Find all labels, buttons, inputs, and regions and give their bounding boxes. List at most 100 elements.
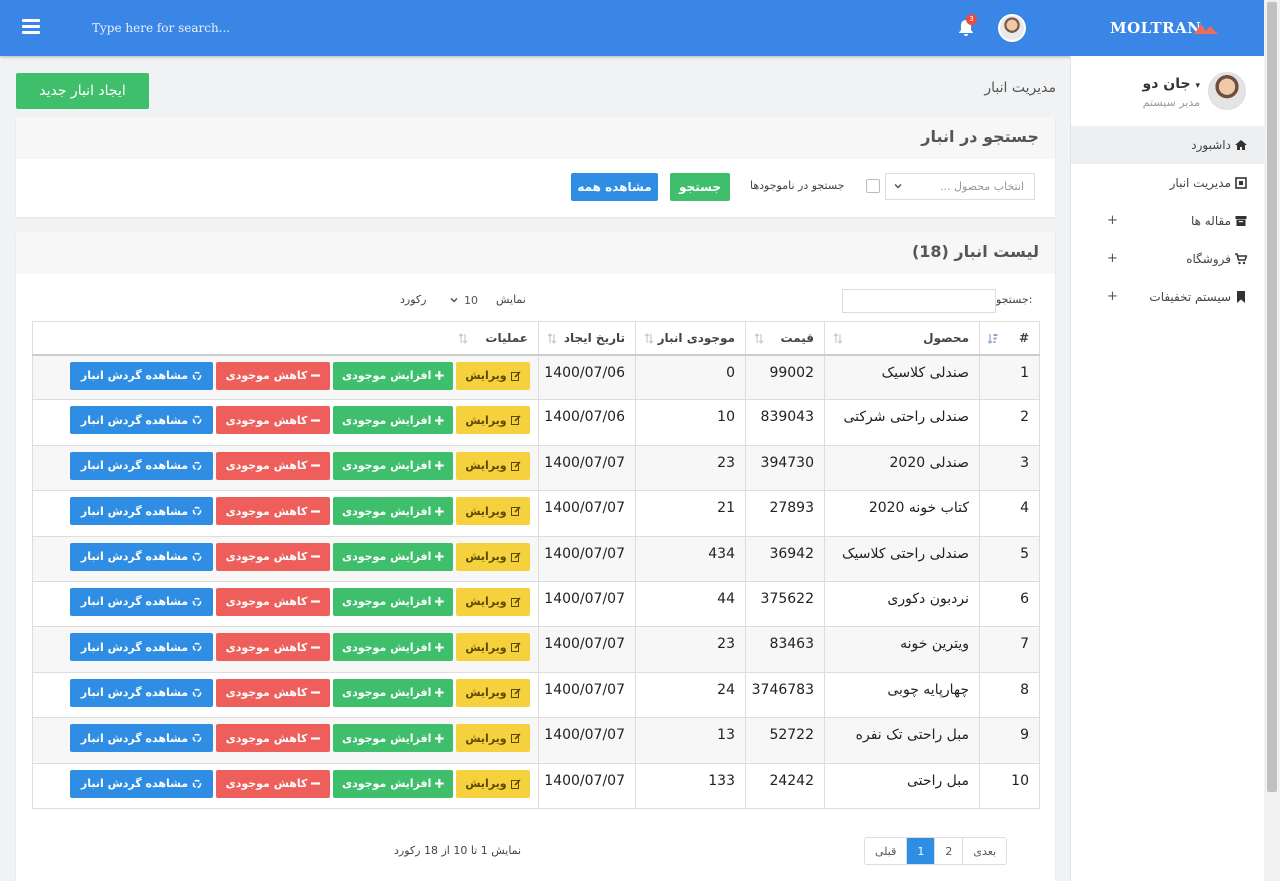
edit-button[interactable]: ویرایش	[456, 406, 530, 435]
cell-product: مبل راحتی	[824, 762, 980, 809]
table-row: 10 مبل راحتی 24242 133 1400/07/07 ویرایش افزای…	[32, 762, 1040, 809]
view-history-button[interactable]: مشاهده گردش انبار	[70, 678, 213, 707]
create-warehouse-button[interactable]: ایجاد انبار جدید	[16, 73, 149, 109]
edit-button[interactable]: ویرایش	[456, 724, 530, 753]
increase-stock-button[interactable]: افزایش موجودی	[333, 678, 453, 707]
pagination-prev[interactable]: قبلی	[865, 838, 908, 864]
edit-button[interactable]: ویرایش	[456, 497, 530, 526]
pagination-page-1[interactable]: 1	[907, 838, 936, 864]
user-avatar-top[interactable]	[998, 14, 1026, 42]
edit-button[interactable]: ویرایش	[456, 451, 530, 480]
view-history-button[interactable]: مشاهده گردش انبار	[70, 769, 213, 798]
edit-button[interactable]: ویرایش	[456, 678, 530, 707]
cell-date: 1400/07/07	[538, 490, 636, 537]
cell-product: صندلی کلاسیک	[824, 353, 980, 401]
expand-plus-icon[interactable]: +	[1107, 251, 1118, 266]
increase-stock-button[interactable]: افزایش موجودی	[333, 497, 453, 526]
increase-stock-button[interactable]: افزایش موجودی	[333, 724, 453, 753]
menu-toggle-icon[interactable]	[22, 19, 40, 35]
out-of-stock-checkbox[interactable]	[866, 179, 880, 193]
plus-icon	[435, 779, 444, 788]
increase-stock-button[interactable]: افزایش موجودی	[333, 542, 453, 571]
increase-stock-button[interactable]: افزایش موجودی	[333, 769, 453, 798]
sidebar-item-discounts[interactable]: سیستم تخفیفات +	[1071, 278, 1265, 316]
view-history-button[interactable]: مشاهده گردش انبار	[70, 361, 213, 390]
cell-date: 1400/07/07	[538, 535, 636, 582]
edit-button[interactable]: ویرایش	[456, 361, 530, 390]
table-row: 6 نردبون دکوری 375622 44 1400/07/07 ویرایش افز…	[32, 580, 1040, 628]
decrease-stock-button[interactable]: کاهش موجودی	[216, 587, 330, 616]
view-history-button[interactable]: مشاهده گردش انبار	[70, 724, 213, 753]
column-header-stock[interactable]: موجودی انبار	[635, 321, 746, 356]
pagination-next[interactable]: بعدی	[963, 838, 1007, 864]
product-select-placeholder: انتخاب محصول ...	[940, 180, 1024, 193]
expand-plus-icon[interactable]: +	[1107, 213, 1118, 228]
decrease-stock-button[interactable]: کاهش موجودی	[216, 542, 330, 571]
decrease-stock-button[interactable]: کاهش موجودی	[216, 724, 330, 753]
decrease-stock-button[interactable]: کاهش موجودی	[216, 361, 330, 390]
product-select[interactable]: انتخاب محصول ...	[885, 173, 1035, 200]
edit-button[interactable]: ویرایش	[456, 769, 530, 798]
sidebar-item-articles[interactable]: مقاله ها +	[1071, 202, 1265, 240]
scrollbar-thumb[interactable]	[1267, 2, 1277, 792]
edit-button[interactable]: ویرایش	[456, 633, 530, 662]
cell-operations: ویرایش افزایش موجودی کاهش موجودی مشاهده گرد…	[32, 490, 539, 537]
table-search-input[interactable]	[842, 289, 996, 313]
cell-product: صندلی راحتی شرکتی	[824, 399, 980, 446]
search-button[interactable]: جستجو	[670, 173, 730, 201]
table-row: 9 مبل راحتی تک نفره 52722 13 1400/07/07 ویرای…	[32, 717, 1040, 764]
search-panel-title: جستجو در انبار	[921, 127, 1039, 146]
column-header-operations[interactable]: عملیات	[32, 321, 539, 356]
decrease-stock-button[interactable]: کاهش موجودی	[216, 406, 330, 435]
cell-price: 3746783	[745, 671, 825, 719]
recycle-icon	[192, 779, 202, 788]
pagination-page-2[interactable]: 2	[935, 838, 964, 864]
sidebar-item-warehouse[interactable]: مدیریت انبار	[1071, 164, 1265, 202]
edit-icon	[510, 461, 521, 471]
expand-plus-icon[interactable]: +	[1107, 289, 1118, 304]
cell-product: مبل راحتی تک نفره	[824, 717, 980, 764]
view-history-button[interactable]: مشاهده گردش انبار	[70, 451, 213, 480]
view-history-button[interactable]: مشاهده گردش انبار	[70, 406, 213, 435]
column-header-price[interactable]: قیمت	[745, 321, 825, 356]
cell-stock: 434	[635, 535, 746, 582]
increase-stock-button[interactable]: افزایش موجودی	[333, 451, 453, 480]
view-history-button[interactable]: مشاهده گردش انبار	[70, 587, 213, 616]
cell-stock: 10	[635, 399, 746, 446]
decrease-stock-button[interactable]: کاهش موجودی	[216, 769, 330, 798]
increase-stock-button[interactable]: افزایش موجودی	[333, 406, 453, 435]
column-header-date[interactable]: تاریخ ایجاد	[538, 321, 636, 356]
archive-icon	[1235, 216, 1247, 226]
sidebar-item-label: مقاله ها	[1190, 214, 1231, 228]
page-length-select[interactable]: 10	[444, 288, 492, 312]
decrease-stock-button[interactable]: کاهش موجودی	[216, 678, 330, 707]
sidebar-user[interactable]: جان دو ▾ مدیر سیستم	[1086, 72, 1246, 112]
minus-icon	[311, 374, 321, 377]
edit-button[interactable]: ویرایش	[456, 542, 530, 571]
view-history-button[interactable]: مشاهده گردش انبار	[70, 542, 213, 571]
increase-stock-button[interactable]: افزایش موجودی	[333, 633, 453, 662]
edit-button[interactable]: ویرایش	[456, 587, 530, 616]
table-row: 3 صندلی 2020 394730 23 1400/07/07 ویرایش افزای…	[32, 444, 1040, 492]
decrease-stock-button[interactable]: کاهش موجودی	[216, 497, 330, 526]
cell-num: 7	[979, 626, 1040, 673]
brand-name[interactable]: MOLTRAN	[1110, 19, 1202, 37]
view-all-button[interactable]: مشاهده همه	[571, 173, 658, 201]
increase-stock-button[interactable]: افزایش موجودی	[333, 587, 453, 616]
sidebar-item-shop[interactable]: فروشگاه +	[1071, 240, 1265, 278]
decrease-stock-button[interactable]: کاهش موجودی	[216, 633, 330, 662]
column-header-num[interactable]: #	[979, 321, 1040, 356]
decrease-stock-button[interactable]: کاهش موجودی	[216, 451, 330, 480]
view-history-button[interactable]: مشاهده گردش انبار	[70, 633, 213, 662]
user-name[interactable]: جان دو ▾	[1142, 76, 1200, 92]
cell-stock: 21	[635, 490, 746, 537]
global-search-input[interactable]	[92, 16, 392, 40]
sidebar-item-dashboard[interactable]: داشبورد	[1071, 126, 1265, 164]
avatar[interactable]	[1208, 72, 1246, 110]
increase-stock-button[interactable]: افزایش موجودی	[333, 361, 453, 390]
home-icon	[1235, 140, 1247, 150]
column-header-product[interactable]: محصول	[824, 321, 980, 356]
cell-price: 24242	[745, 762, 825, 809]
view-history-button[interactable]: مشاهده گردش انبار	[70, 497, 213, 526]
sidebar-item-label: سیستم تخفیفات	[1149, 290, 1231, 304]
